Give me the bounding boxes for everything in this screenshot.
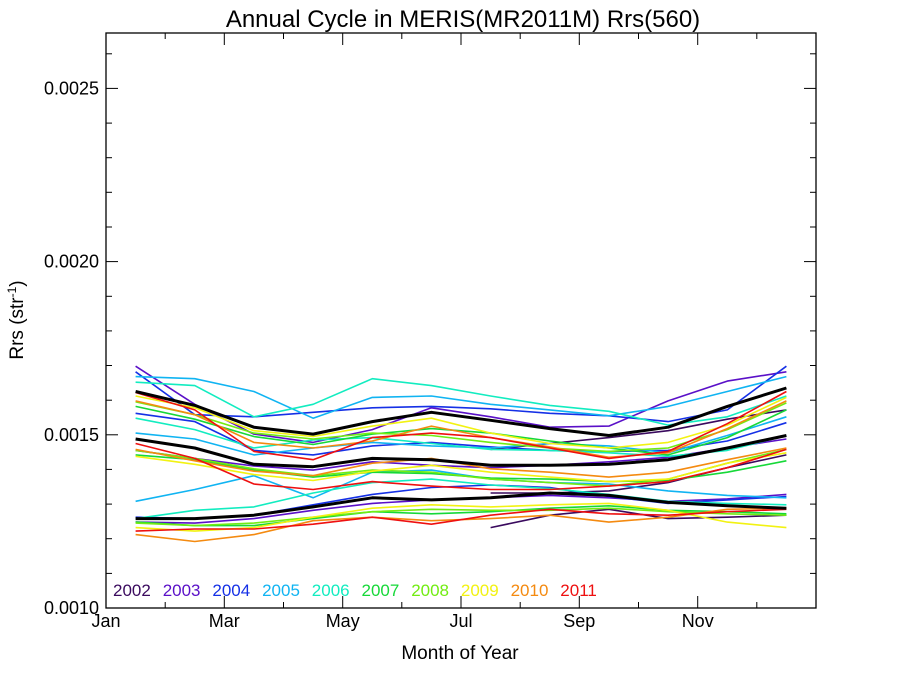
y-tick-label: 0.0015 [44,425,99,445]
series-line-16 [135,405,787,456]
x-tick-label: Jan [91,611,120,631]
legend-entry-2003: 2003 [163,581,201,600]
series-line-28 [135,390,787,461]
series-line-33 [135,491,787,521]
series-line-24 [135,502,787,532]
legend-entry-2008: 2008 [411,581,449,600]
series-line-19 [135,401,787,453]
x-tick-label: Nov [682,611,714,631]
chart-title: Annual Cycle in MERIS(MR2011M) Rrs(560) [226,6,700,33]
series-group [135,365,787,543]
legend-entry-2007: 2007 [362,581,400,600]
series-line-32 [135,434,787,469]
y-axis-label: Rrs (str-1) [5,280,28,359]
x-tick-label: Sep [563,611,595,631]
x-tick-label: May [326,611,360,631]
legend-entry-2006: 2006 [312,581,350,600]
y-tick-label: 0.0025 [44,78,99,98]
x-axis-label: Month of Year [401,643,519,664]
series-line-29 [135,442,787,491]
legend: 2002 2003 2004 2005 2006 2007 2008 2009 2010 2011 [113,581,597,600]
series-line-18 [135,504,787,527]
x-tick-label: Mar [209,611,240,631]
legend-entry-2009: 2009 [461,581,499,600]
y-axis-label-main: Rrs (str [7,297,28,360]
y-tick-label: 0.0020 [44,252,99,272]
legend-entry-2011: 2011 [560,581,597,600]
y-axis-label-close: ) [7,280,28,286]
series-line-31 [135,386,787,437]
legend-entry-2005: 2005 [262,581,300,600]
series-line-7 [135,365,787,423]
legend-entry-2002: 2002 [113,581,151,600]
series-line-30 [135,508,787,532]
y-axis-label-superscript: -1 [5,286,19,297]
y-tick-label: 0.0010 [44,598,99,618]
x-tick-label: Jul [449,611,472,631]
series-line-25 [135,400,787,459]
series-line-12 [135,469,787,503]
x-axis: Jan Mar May Jul Sep Nov [91,33,817,631]
y-axis: 0.0010 0.0015 0.0020 0.0025 [44,53,816,618]
legend-entry-2004: 2004 [212,581,250,600]
legend-entry-2010: 2010 [511,581,549,600]
series-line-23 [135,452,787,483]
series-line-5 [135,365,787,444]
series-line-10 [135,375,787,420]
series-line-22 [135,395,787,449]
